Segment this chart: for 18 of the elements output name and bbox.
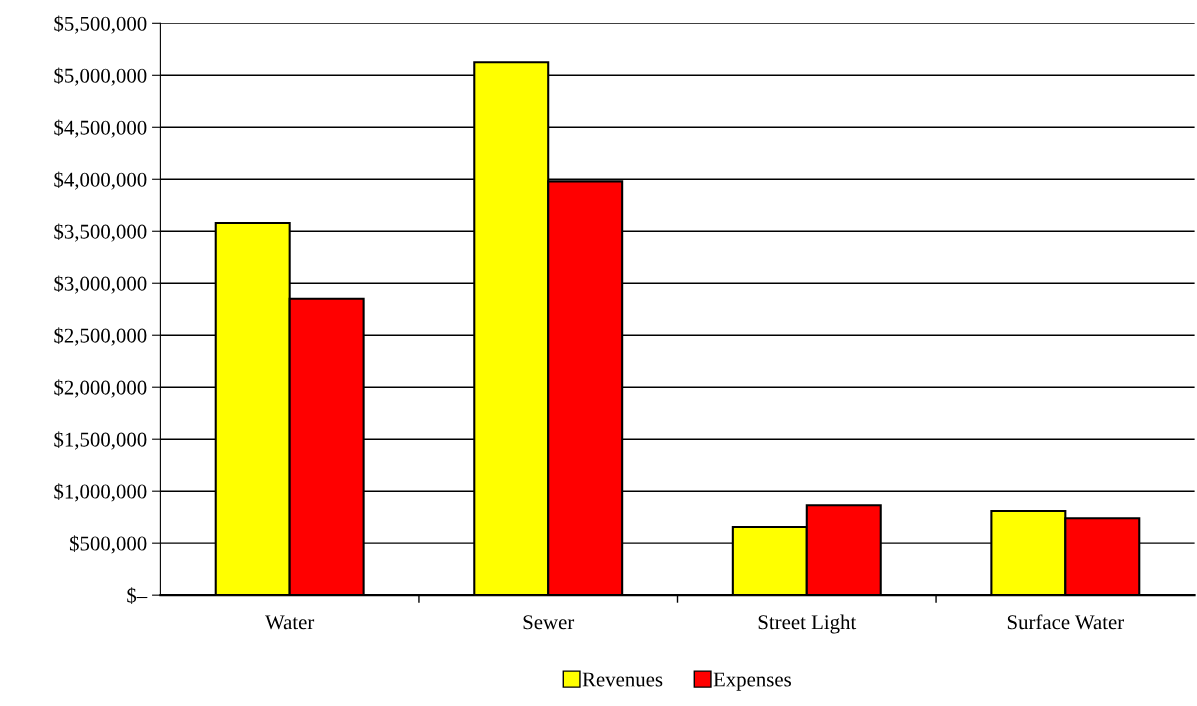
y-tick-label: $2,000,000 [54, 379, 147, 398]
y-tick-label: $3,500,000 [54, 223, 147, 242]
x-tick-label: Surface Water [1007, 614, 1124, 630]
y-tick-label: $4,000,000 [54, 171, 147, 190]
legend-label: Expenses [713, 672, 791, 691]
x-tick-label: Sewer [523, 615, 575, 630]
y-tick-label: $2,500,000 [54, 327, 147, 346]
y-tick-label: $– [127, 587, 148, 604]
y-tick-label: $1,500,000 [54, 431, 147, 450]
legend-label: Revenues [582, 672, 663, 687]
y-tick-label: $500,000 [69, 535, 147, 554]
x-tick-label: Street Light [758, 614, 857, 634]
x-tick-label: Water [265, 615, 315, 630]
y-tick-label: $4,500,000 [54, 119, 147, 138]
y-tick-label: $1,000,000 [54, 483, 147, 502]
y-tick-label: $5,000,000 [54, 67, 147, 86]
y-tick-label: $5,500,000 [54, 15, 147, 34]
y-tick-label: $3,000,000 [54, 275, 147, 294]
